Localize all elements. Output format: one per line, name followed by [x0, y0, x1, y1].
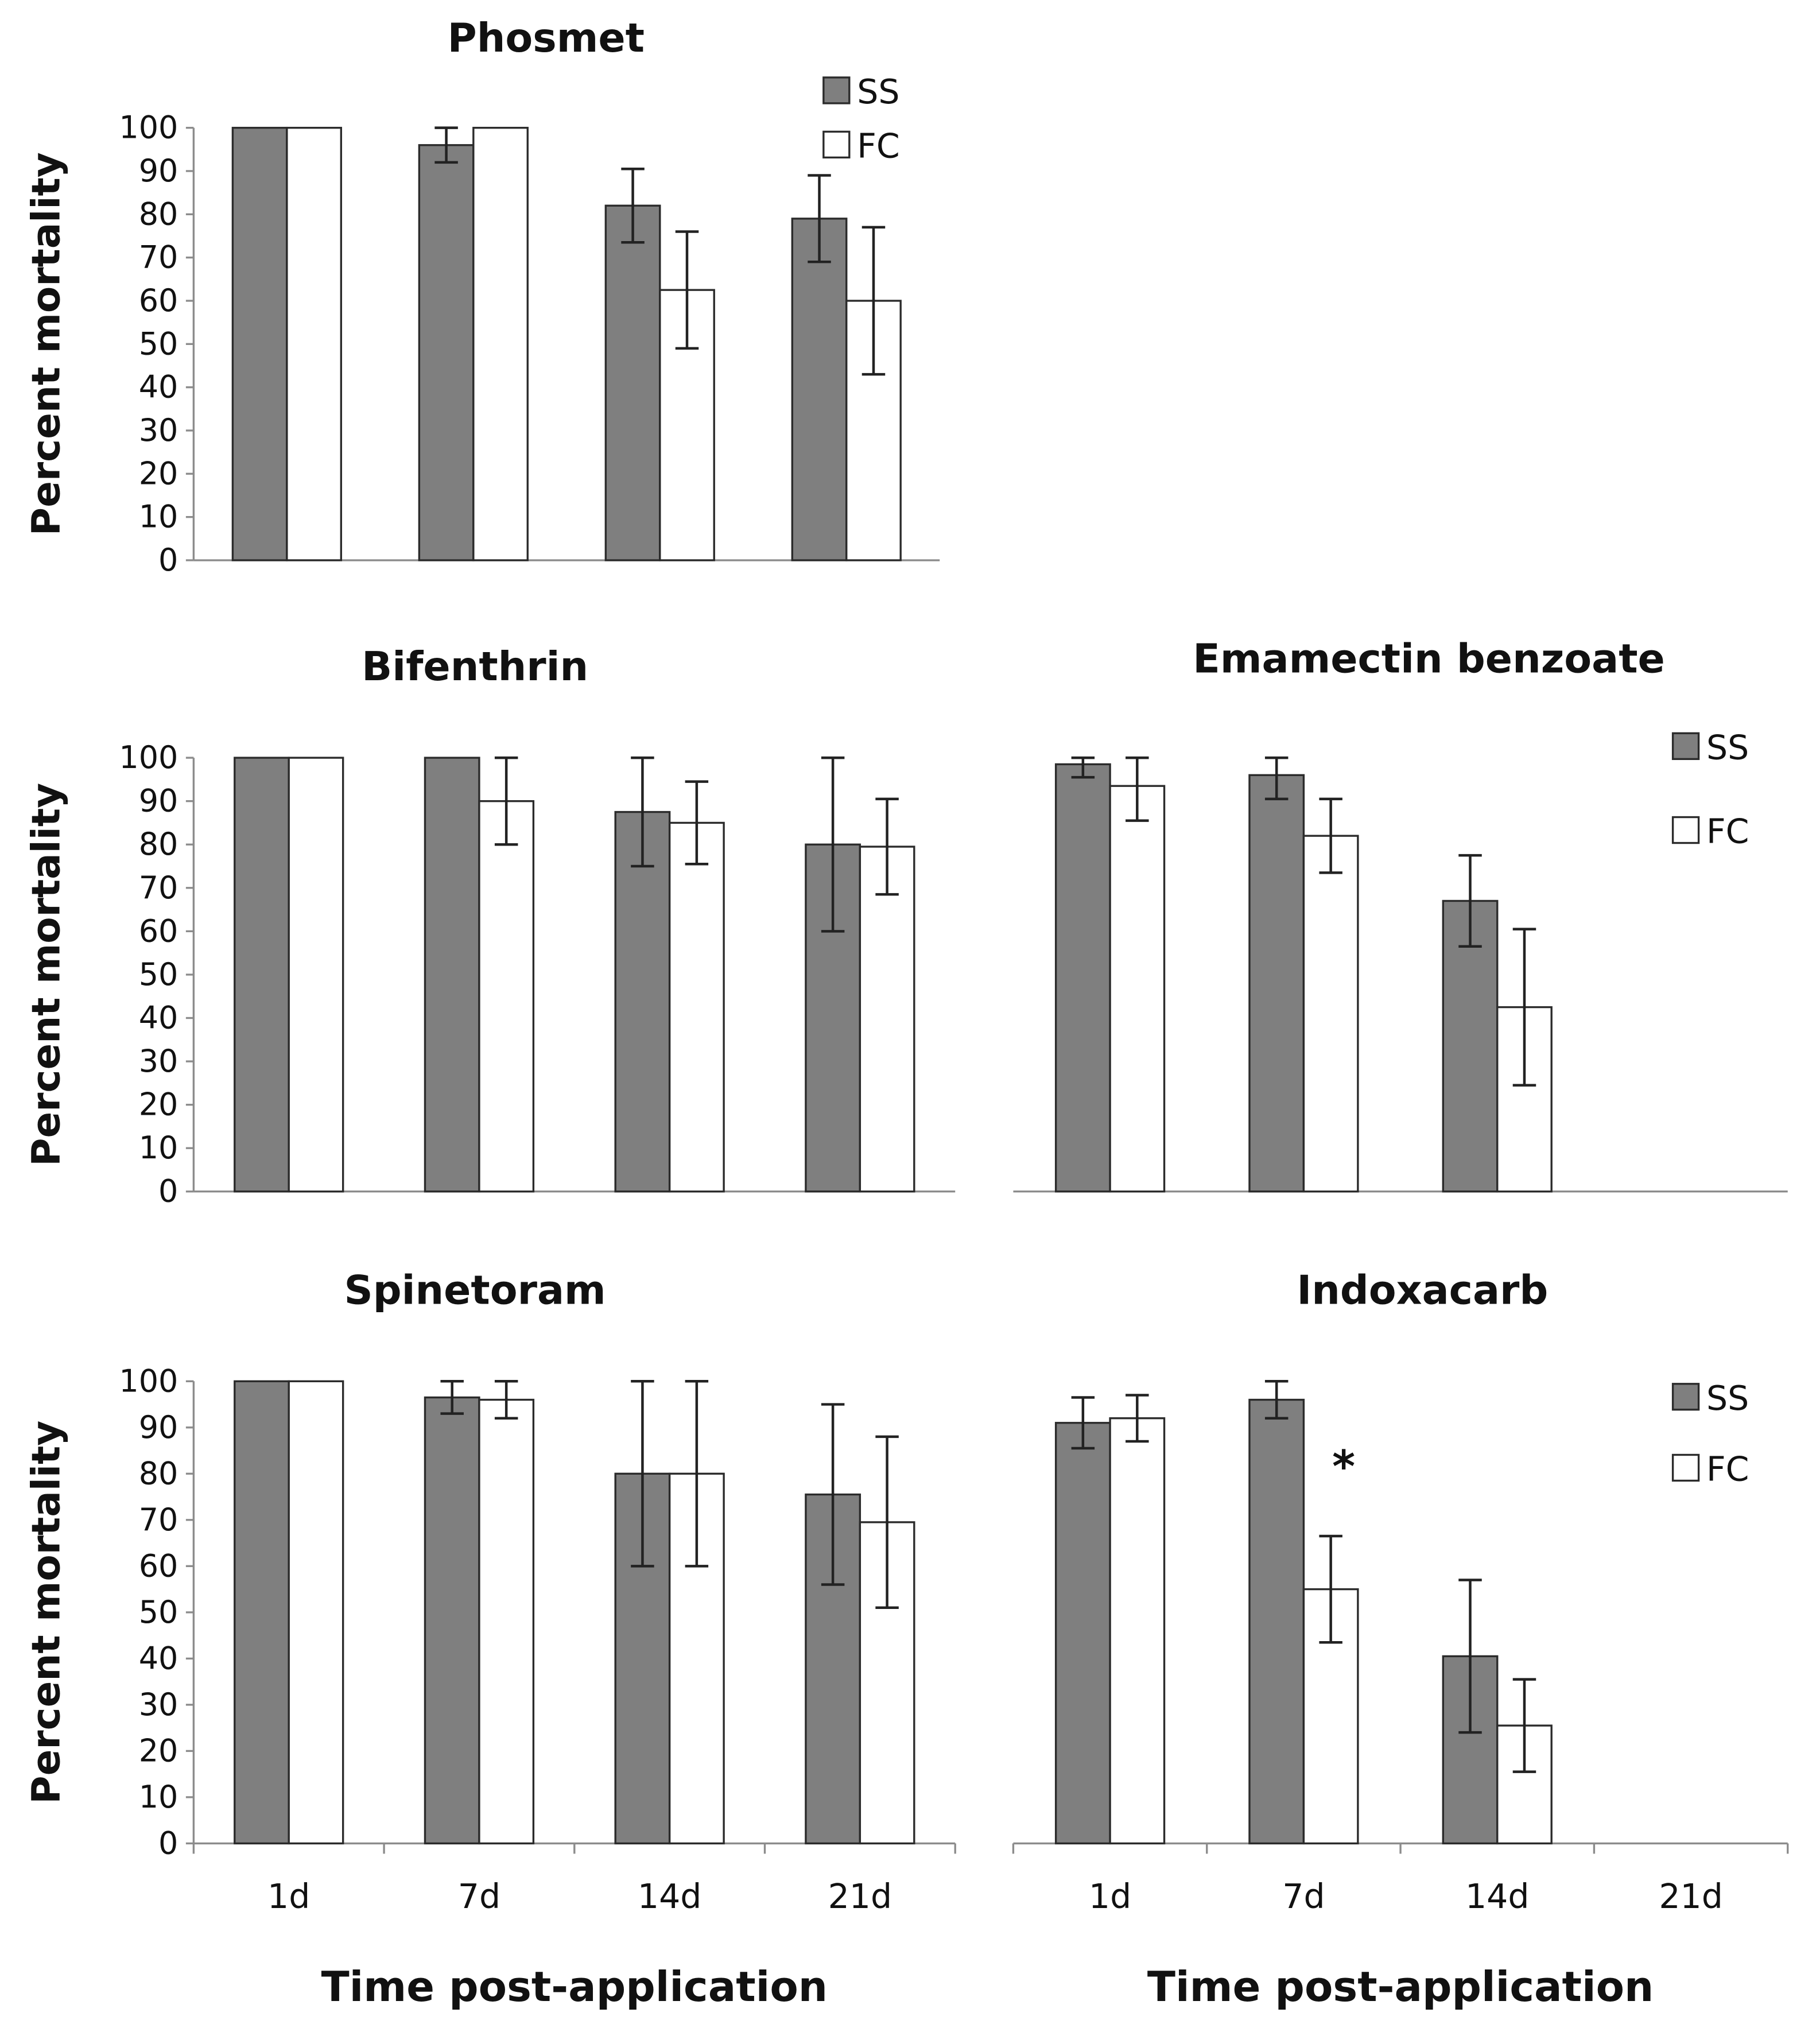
bar-ss-7d [1248, 1398, 1305, 1845]
y-tick-label: 40 [139, 369, 178, 405]
bar-ss-21d [805, 1493, 862, 1845]
x-tick-label: 21d [828, 1877, 892, 1916]
bar-fc-7d [1302, 835, 1359, 1193]
bar-fc-21d [859, 846, 915, 1193]
y-tick-label: 0 [158, 542, 178, 578]
legend-swatch-ss [1671, 1383, 1700, 1411]
y-tick-label: 100 [119, 110, 178, 146]
y-tick-label: 70 [139, 239, 178, 276]
y-tick-label: 80 [139, 1455, 178, 1491]
bar-fc-1d [286, 126, 342, 561]
bar-ss-7d [424, 757, 480, 1193]
bar-fc-1d [1109, 785, 1166, 1193]
chart-title: Emamectin benzoate [1193, 636, 1664, 683]
y-tick-label: 90 [139, 783, 178, 819]
bar-ss-1d [1054, 763, 1111, 1193]
bar-ss-14d [604, 204, 661, 561]
legend-swatch-fc [822, 130, 851, 159]
y-tick-label: 10 [139, 1779, 178, 1815]
y-tick-label: 100 [119, 739, 178, 775]
y-tick-label: 50 [139, 956, 178, 992]
bar-fc-7d [478, 1398, 535, 1845]
y-tick-label: 30 [139, 1686, 178, 1723]
y-tick-label: 20 [139, 1732, 178, 1769]
y-tick-label: 0 [158, 1173, 178, 1209]
y-tick-label: 10 [139, 1130, 178, 1166]
bar-ss-7d [418, 144, 475, 561]
legend-swatch-fc [1671, 1453, 1700, 1482]
x-tick-label: 14d [638, 1877, 702, 1916]
y-axis-label: Percent mortality [23, 152, 68, 536]
y-tick-label: 20 [139, 455, 178, 491]
x-tick-label: 1d [1089, 1877, 1131, 1916]
y-tick-label: 100 [119, 1363, 178, 1399]
bar-fc-1d [288, 1380, 344, 1845]
bar-ss-21d [791, 218, 848, 561]
bar-ss-7d [424, 1396, 480, 1845]
y-tick-label: 20 [139, 1087, 178, 1123]
chart-title: Spinetoram [344, 1267, 606, 1313]
legend-label-ss: SS [1706, 1379, 1749, 1418]
x-tick-label: 1d [267, 1877, 310, 1916]
y-tick-label: 0 [158, 1825, 178, 1861]
y-tick-label: 40 [139, 1640, 178, 1676]
chart-title: Phosmet [448, 15, 645, 61]
bar-fc-7d [472, 126, 529, 561]
y-axis-label: Percent mortality [23, 1421, 68, 1804]
y-tick-label: 70 [139, 1502, 178, 1538]
legend-swatch-ss [822, 76, 851, 104]
bar-fc-1d [1109, 1417, 1166, 1845]
legend-label-ss: SS [857, 72, 899, 111]
y-tick-label: 50 [139, 1594, 178, 1630]
x-tick-label: 7d [458, 1877, 500, 1916]
y-tick-label: 30 [139, 412, 178, 448]
y-tick-label: 70 [139, 870, 178, 906]
legend-label-fc: FC [1706, 1449, 1749, 1488]
y-tick-label: 80 [139, 196, 178, 232]
y-tick-label: 60 [139, 1548, 178, 1584]
x-axis-label: Time post-application [321, 1963, 828, 2011]
y-tick-label: 10 [139, 499, 178, 535]
bar-ss-7d [1248, 774, 1305, 1193]
y-tick-label: 40 [139, 999, 178, 1036]
y-tick-label: 30 [139, 1043, 178, 1079]
x-axis-label: Time post-application [1147, 1963, 1654, 2011]
legend-swatch-fc [1671, 816, 1700, 844]
bar-ss-1d [234, 1380, 290, 1845]
bar-fc-7d [478, 800, 535, 1193]
legend-label-ss: SS [1706, 728, 1749, 767]
y-tick-label: 90 [139, 1409, 178, 1445]
bar-ss-1d [234, 757, 290, 1193]
x-tick-label: 7d [1282, 1877, 1325, 1916]
significance-asterisk: * [1332, 1442, 1355, 1493]
legend-label-fc: FC [1706, 812, 1749, 851]
bar-fc-1d [288, 757, 344, 1193]
legend-swatch-ss [1671, 732, 1700, 761]
x-tick-label: 14d [1465, 1877, 1530, 1916]
chart-title: Indoxacarb [1297, 1267, 1548, 1313]
bar-ss-1d [1054, 1422, 1111, 1845]
bar-ss-14d [614, 811, 671, 1193]
y-tick-label: 60 [139, 913, 178, 949]
legend-label-fc: FC [857, 126, 899, 165]
y-tick-label: 60 [139, 282, 178, 319]
y-tick-label: 80 [139, 826, 178, 862]
y-axis-label: Percent mortality [23, 783, 68, 1166]
chart-title: Bifenthrin [362, 643, 588, 690]
x-tick-label: 21d [1659, 1877, 1723, 1916]
bar-fc-14d [668, 821, 725, 1193]
y-tick-label: 90 [139, 153, 178, 189]
y-tick-label: 50 [139, 325, 178, 362]
bar-ss-1d [231, 126, 288, 561]
bar-ss-14d [1442, 899, 1499, 1193]
